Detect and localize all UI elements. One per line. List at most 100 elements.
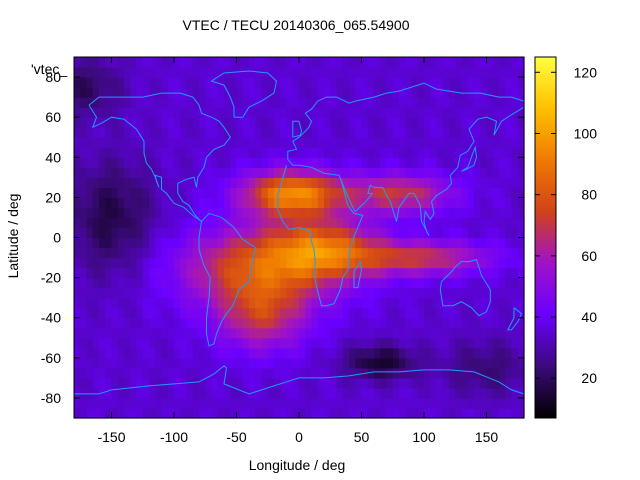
heatmap-cell [136, 297, 144, 309]
heatmap-cell [274, 307, 281, 319]
heatmap-cell [361, 177, 369, 188]
heatmap-cell [455, 407, 463, 419]
heatmap-cell [205, 327, 213, 339]
heatmap-cell [517, 397, 525, 409]
heatmap-cell [317, 117, 325, 128]
heatmap-cell [517, 67, 525, 78]
heatmap-cell [142, 197, 150, 209]
heatmap-cell [342, 247, 350, 259]
heatmap-cell [105, 177, 113, 188]
heatmap-cell [442, 387, 450, 399]
heatmap-cell [74, 137, 81, 148]
heatmap-cell [224, 387, 231, 399]
heatmap-cell [192, 267, 200, 279]
heatmap-cell [442, 107, 450, 118]
heatmap-cell [499, 397, 506, 409]
heatmap-cell [99, 197, 106, 209]
heatmap-cell [324, 157, 331, 168]
heatmap-cell [105, 217, 113, 229]
heatmap-cell [349, 187, 356, 198]
heatmap-cell [149, 387, 156, 399]
heatmap-cell [130, 217, 138, 229]
heatmap-cell [280, 187, 288, 198]
heatmap-cell [261, 57, 269, 68]
heatmap-cell [492, 297, 500, 309]
heatmap-cell [136, 357, 144, 369]
heatmap-cell [167, 347, 175, 359]
heatmap-cell [486, 77, 494, 88]
heatmap-cell [192, 407, 200, 419]
heatmap-cell [217, 397, 225, 409]
heatmap-cell [80, 207, 88, 219]
heatmap-cell [430, 247, 438, 259]
heatmap-cell [111, 137, 119, 148]
heatmap-cell [480, 57, 488, 68]
heatmap-cell [86, 147, 94, 158]
heatmap-cell [92, 337, 100, 349]
heatmap-cell [111, 287, 119, 299]
heatmap-cell [199, 357, 206, 369]
heatmap-cell [330, 197, 338, 209]
heatmap-cell [142, 177, 150, 188]
heatmap-cell [461, 157, 469, 168]
heatmap-cell [517, 207, 525, 219]
heatmap-cell [305, 227, 313, 239]
heatmap-cell [336, 297, 344, 309]
heatmap-cell [467, 307, 475, 319]
heatmap-cell [317, 177, 325, 188]
heatmap-cell [261, 157, 269, 168]
heatmap-cell [342, 97, 350, 108]
heatmap-cell [367, 187, 375, 198]
heatmap-cell [180, 227, 188, 239]
heatmap-cell [211, 177, 219, 188]
heatmap-cell [492, 267, 500, 279]
heatmap-cell [180, 207, 188, 219]
heatmap-cell [511, 67, 519, 78]
heatmap-cell [505, 277, 513, 289]
heatmap-cell [330, 307, 338, 319]
heatmap-cell [224, 247, 231, 259]
heatmap-cell [386, 167, 394, 178]
heatmap-cell [405, 297, 413, 309]
heatmap-cell [461, 257, 469, 269]
heatmap-cell [186, 367, 194, 379]
heatmap-cell [149, 277, 156, 289]
heatmap-cell [236, 157, 244, 168]
heatmap-cell [280, 307, 288, 319]
heatmap-cell [417, 197, 425, 209]
heatmap-cell [417, 177, 425, 188]
heatmap-cell [505, 337, 513, 349]
heatmap-cell [467, 277, 475, 289]
heatmap-cell [480, 257, 488, 269]
heatmap-cell [517, 297, 525, 309]
heatmap-cell [92, 77, 100, 88]
heatmap-cell [424, 347, 431, 359]
heatmap-cell [474, 267, 481, 279]
heatmap-cell [505, 317, 513, 329]
heatmap-cell [324, 377, 331, 389]
heatmap-cell [386, 217, 394, 229]
heatmap-cell [405, 397, 413, 409]
heatmap-cell [342, 257, 350, 269]
heatmap-cell [442, 247, 450, 259]
heatmap-cell [317, 407, 325, 419]
heatmap-cell [461, 317, 469, 329]
heatmap-cell [105, 317, 113, 329]
heatmap-cell [517, 117, 525, 128]
heatmap-cell [117, 157, 125, 168]
x-tick-label: 100 [412, 429, 436, 445]
heatmap-cell [411, 257, 419, 269]
heatmap-cell [355, 177, 363, 188]
heatmap-cell [299, 227, 306, 239]
heatmap-cell [117, 197, 125, 209]
heatmap-cell [392, 57, 400, 68]
heatmap-cell [517, 327, 525, 339]
heatmap-cell [324, 197, 331, 209]
heatmap-cell [211, 377, 219, 389]
heatmap-cell [486, 317, 494, 329]
heatmap-cell [267, 257, 275, 269]
heatmap-cell [174, 277, 181, 289]
heatmap-cell [424, 217, 431, 229]
heatmap-cell [311, 237, 319, 249]
